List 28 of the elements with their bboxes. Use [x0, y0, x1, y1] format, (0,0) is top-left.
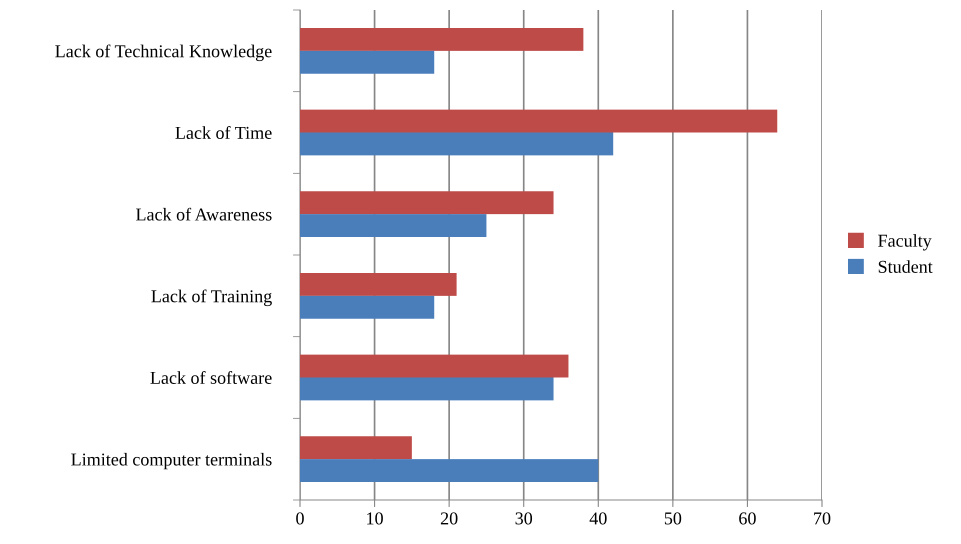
- x-tick-label: 30: [516, 512, 532, 525]
- bar: [300, 191, 554, 214]
- legend-label: Student: [878, 260, 933, 273]
- y-tick-label: Lack of software: [150, 371, 272, 384]
- x-tick-label: 10: [367, 512, 383, 525]
- y-tick-label: Limited computer terminals: [71, 452, 272, 470]
- bar: [300, 354, 568, 378]
- x-tick-label: 20: [440, 512, 458, 525]
- x-tick-label: 70: [814, 512, 830, 525]
- legend-label: Faculty: [878, 234, 932, 251]
- x-tick-label: 40: [590, 512, 607, 525]
- x-tick-label: 60: [739, 512, 756, 525]
- bar: [300, 214, 486, 238]
- y-tick-label: Lack of Time: [175, 126, 272, 139]
- bar: [300, 296, 434, 319]
- x-tick-label: 50: [664, 512, 682, 525]
- bar: [300, 436, 412, 460]
- y-tick-label: Lack of Awareness: [136, 208, 272, 221]
- y-tick-label: Lack of Technical Knowledge: [55, 44, 272, 62]
- bar: [300, 459, 598, 482]
- bar: [300, 272, 457, 296]
- y-tick-label: Lack of Training: [151, 289, 272, 306]
- x-tick-label: 0: [296, 512, 304, 525]
- bar: [300, 110, 778, 132]
- bar: [300, 378, 554, 400]
- bar: [300, 28, 584, 51]
- bar: [300, 132, 614, 156]
- bar: [300, 50, 434, 74]
